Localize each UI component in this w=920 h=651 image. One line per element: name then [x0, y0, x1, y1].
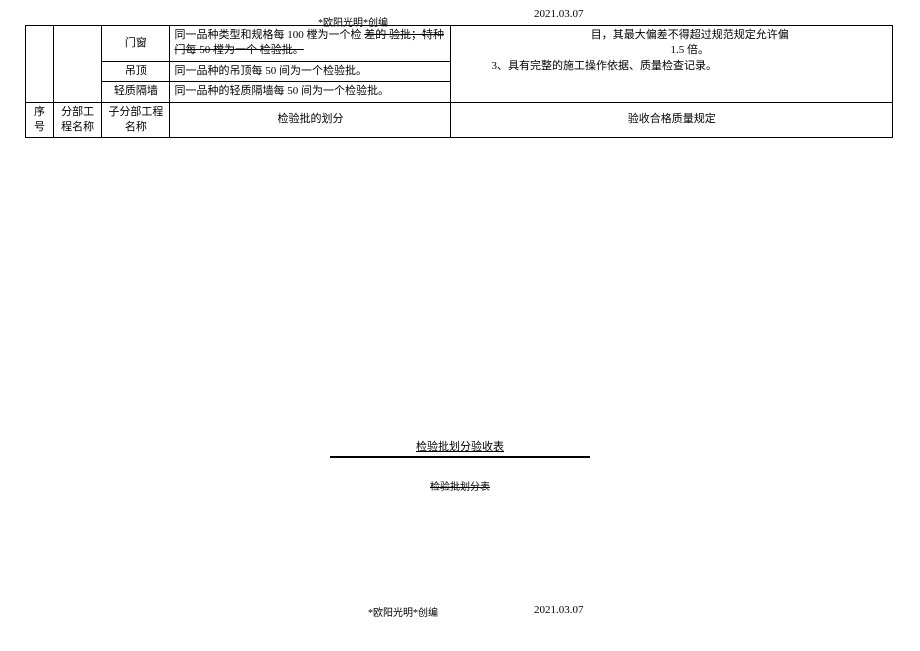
cell-ins-ceiling: 同一品种的吊顶每 50 间为一个检验批。: [170, 61, 451, 81]
cell-sub-doors: 门窗: [102, 26, 170, 62]
ins-text: 同一品种类型和规格每 100 樘为一个检: [174, 29, 361, 41]
footer-author: *欧阳光明*创编: [368, 604, 438, 619]
table-header-row: 序号 分部工程名称 子分部工程名称 检验批的划分 验收合格质量规定: [26, 102, 893, 138]
footer-subtitle-block: 检验批划分表: [0, 478, 920, 493]
acc-line1: 目，其最大偏差不得超过规范规定允许偏: [491, 28, 888, 43]
cell-div-blank: [54, 26, 102, 103]
footer-title-text: 检验批划分验收表: [416, 441, 504, 456]
footer-subtitle-text: 检验批划分表: [430, 482, 490, 493]
footer-date: 2021.03.07: [534, 604, 584, 616]
acc-line3: 3、具有完整的施工操作依据、质量检查记录。: [491, 59, 888, 74]
footer-title-block: 检验批划分验收表: [0, 438, 920, 458]
cell-seq-blank: [26, 26, 54, 103]
acc-line2: 1.5 倍。: [491, 43, 888, 58]
cell-sub-ceiling: 吊顶: [102, 61, 170, 81]
header-div: 分部工程名称: [54, 102, 102, 138]
header-sub: 子分部工程名称: [102, 102, 170, 138]
header-acc: 验收合格质量规定: [451, 102, 893, 138]
cell-sub-partition: 轻质隔墙: [102, 82, 170, 102]
double-underline: [330, 456, 590, 458]
table-row: 门窗 同一品种类型和规格每 100 樘为一个检 差的 验批；特种门每 50 樘为…: [26, 26, 893, 62]
cell-ins-partition: 同一品种的轻质隔墙每 50 间为一个检验批。: [170, 82, 451, 102]
header-ins: 检验批的划分: [170, 102, 451, 138]
inspection-table: 门窗 同一品种类型和规格每 100 樘为一个检 差的 验批；特种门每 50 樘为…: [25, 25, 893, 138]
cell-acc-merged: 目，其最大偏差不得超过规范规定允许偏 1.5 倍。 3、具有完整的施工操作依据、…: [451, 26, 893, 103]
header-seq: 序号: [26, 102, 54, 138]
header-date: 2021.03.07: [534, 8, 584, 20]
cell-ins-doors: 同一品种类型和规格每 100 樘为一个检 差的 验批；特种门每 50 樘为一个 …: [170, 26, 451, 62]
